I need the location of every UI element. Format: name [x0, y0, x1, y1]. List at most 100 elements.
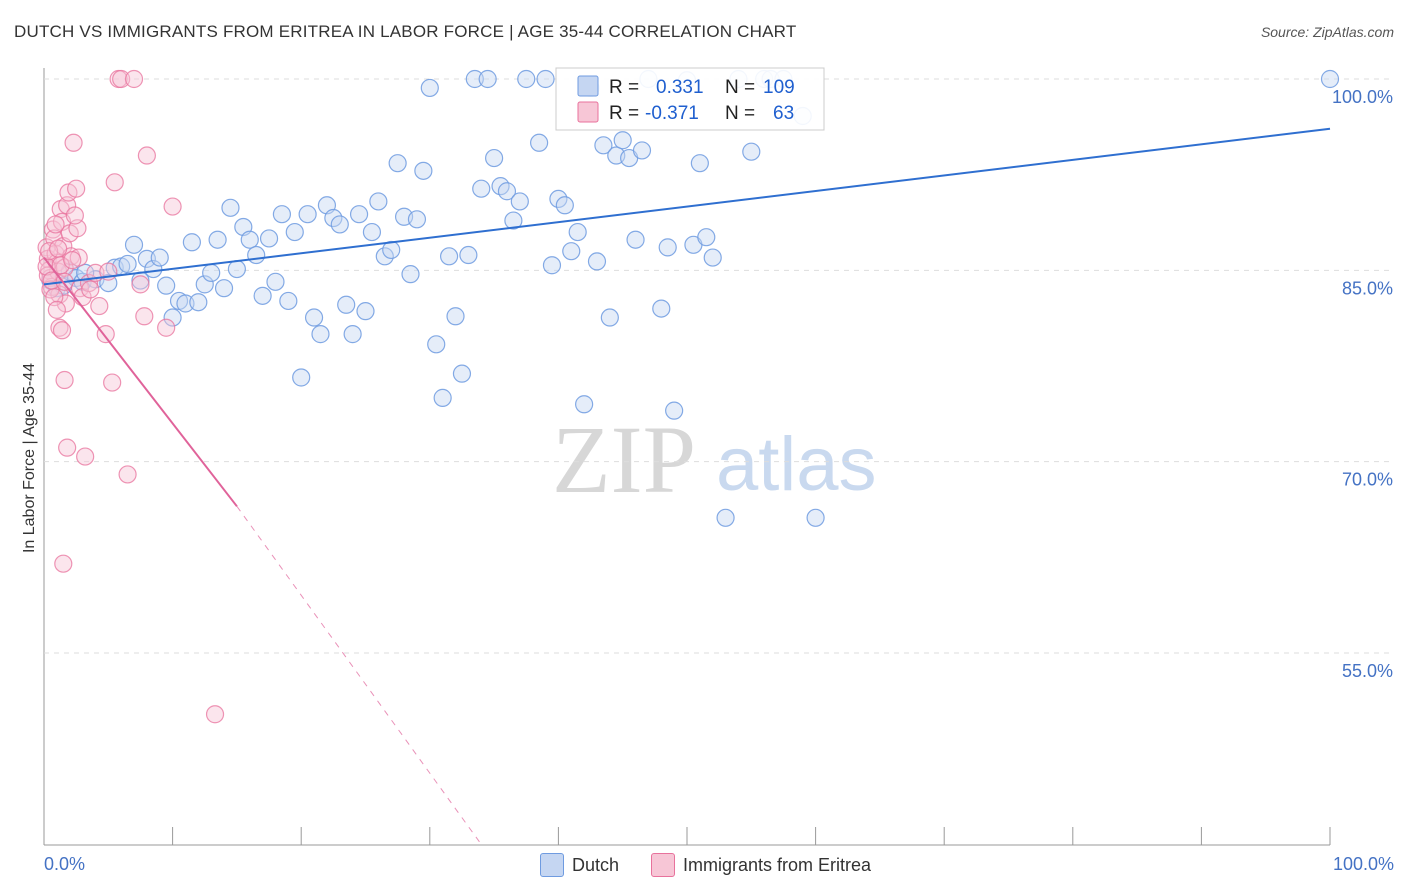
gridlines: [44, 78, 1394, 654]
dutch-point: [587, 252, 607, 271]
dutch-point: [311, 325, 330, 344]
bottom-legend-eritrea: Immigrants from Eritrea: [651, 853, 871, 877]
dutch-point: [388, 154, 407, 173]
dutch-point: [292, 368, 311, 387]
dutch-point: [362, 222, 382, 242]
legend-box: R = 0.331 N = 109 R = -0.371 N = 63: [555, 67, 825, 131]
source-label: Source: ZipAtlas.com: [1260, 24, 1394, 40]
dutch-point: [742, 142, 761, 161]
dutch-point: [259, 229, 279, 248]
eritrea-point: [50, 318, 69, 337]
dutch-point: [427, 335, 446, 354]
legend-n-value-2: 63: [773, 103, 794, 124]
bottom-legend-dutch-label: Dutch: [572, 854, 620, 875]
legend-swatch-eritrea: [577, 101, 599, 123]
dutch-point: [304, 308, 324, 327]
dutch-point: [349, 205, 369, 224]
dutch-point: [478, 69, 497, 89]
eritrea-point: [157, 318, 176, 337]
dutch-point: [632, 141, 652, 160]
dutch-point: [157, 276, 176, 295]
dutch-point: [568, 222, 587, 242]
dutch-point: [285, 222, 304, 242]
eritrea-point: [52, 321, 72, 340]
dutch-point: [555, 196, 574, 215]
eritrea-point: [96, 325, 115, 344]
dutch-point: [195, 275, 214, 294]
dutch-point: [652, 299, 671, 318]
x-tick-marks: [43, 827, 1331, 845]
eritrea-point: [54, 554, 73, 573]
dutch-point: [343, 325, 362, 344]
dutch-point: [189, 293, 208, 312]
watermark-atlas: atlas: [716, 422, 877, 507]
dutch-point: [279, 291, 298, 311]
dutch-point: [208, 230, 227, 249]
dutch-point: [517, 69, 536, 89]
dutch-point: [150, 248, 169, 267]
dutch-point: [337, 295, 356, 314]
dutch-point: [626, 230, 645, 249]
dutch-point: [703, 248, 722, 267]
dutch-point: [594, 136, 613, 155]
eritrea-point: [49, 239, 68, 258]
dutch-point: [530, 133, 549, 152]
legend-swatch-dutch: [577, 75, 599, 97]
dutch-point: [330, 215, 349, 234]
eritrea-point: [112, 69, 131, 89]
eritrea-point: [64, 133, 83, 152]
dutch-point: [446, 307, 465, 326]
dutch-point: [176, 294, 195, 313]
dutch-point: [221, 198, 240, 217]
legend-r-label-1: R =: [609, 77, 639, 98]
trend-lines: [43, 127, 1331, 845]
dutch-point: [414, 161, 433, 180]
y-tick-label: 85.0%: [1342, 278, 1393, 298]
chart-title: DUTCH VS IMMIGRANTS FROM ERITREA IN LABO…: [14, 22, 797, 41]
dutch-point: [144, 259, 163, 279]
dutch-point: [1320, 69, 1340, 89]
dutch-point: [452, 364, 472, 383]
dutch-point: [497, 182, 517, 201]
dutch-point: [163, 308, 182, 327]
eritrea-point: [137, 146, 156, 165]
dutch-point: [247, 245, 266, 265]
dutch-point: [806, 508, 825, 527]
eritrea-point: [37, 257, 56, 276]
y-tick-label: 100.0%: [1332, 87, 1393, 107]
eritrea-point: [103, 373, 122, 392]
dutch-point: [356, 302, 375, 321]
dutch-point: [420, 78, 439, 98]
dutch-point: [613, 131, 632, 150]
dutch-point: [439, 247, 459, 266]
dutch-point: [690, 154, 709, 173]
dutch-point: [600, 308, 619, 327]
dutch-point: [214, 279, 234, 298]
y-tick-labels: 100.0% 85.0% 70.0% 55.0%: [1332, 87, 1393, 681]
bottom-legend-dutch: Dutch: [540, 853, 619, 877]
dutch-point: [716, 508, 735, 527]
dutch-point: [536, 69, 555, 89]
y-tick-label: 70.0%: [1342, 470, 1393, 490]
dutch-point: [504, 211, 523, 230]
x-tick-label-min: 0.0%: [44, 854, 85, 874]
series-eritrea: [37, 69, 225, 724]
bottom-legend: Dutch Immigrants from Eritrea: [540, 853, 893, 877]
dutch-point: [118, 254, 137, 274]
eritrea-point: [163, 197, 182, 216]
eritrea-point: [105, 173, 124, 192]
eritrea-point: [55, 370, 74, 390]
dutch-point: [562, 242, 581, 261]
dutch-point: [575, 395, 594, 414]
dutch-point: [665, 401, 684, 420]
eritrea-swatch: [651, 853, 676, 877]
dutch-point: [124, 235, 144, 254]
dutch-point: [465, 69, 484, 89]
y-tick-label: 55.0%: [1342, 661, 1393, 681]
dutch-point: [298, 205, 317, 224]
dutch-point: [401, 265, 420, 284]
eritrea-point: [124, 69, 144, 89]
legend-n-value-1: 109: [763, 77, 795, 98]
eritrea-point: [135, 307, 154, 326]
